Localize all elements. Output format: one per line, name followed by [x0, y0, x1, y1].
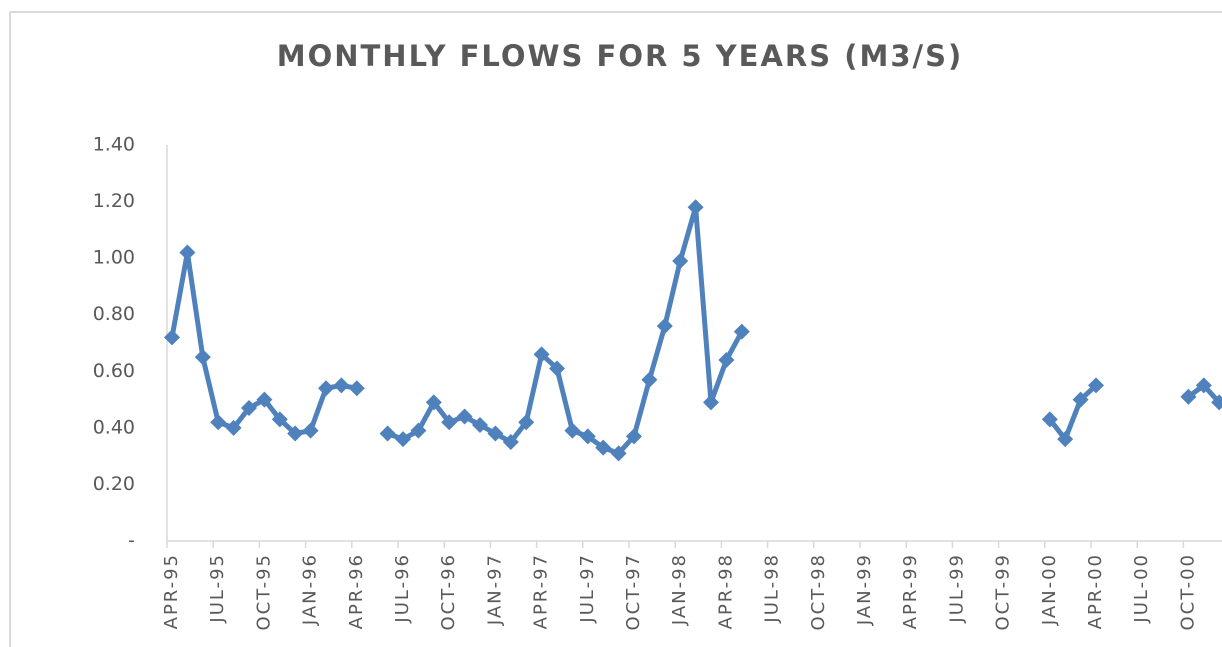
x-tick-label: OCT-95 — [253, 553, 274, 630]
x-tick-label: APR-96 — [346, 553, 367, 629]
y-tick-label: 1.20 — [93, 190, 135, 212]
marker — [194, 349, 211, 366]
marker — [687, 199, 704, 216]
marker — [425, 394, 442, 411]
x-tick-label: APR-98 — [715, 553, 736, 629]
marker — [287, 425, 304, 442]
marker — [718, 351, 735, 368]
marker — [456, 408, 473, 425]
marker — [441, 414, 458, 431]
x-tick-label: JUL-98 — [762, 553, 783, 624]
marker — [164, 329, 180, 346]
y-tick-label: 1.00 — [93, 247, 135, 269]
y-tick-label: 1.40 — [93, 134, 135, 156]
x-tick-label: OCT-98 — [808, 553, 829, 630]
marker — [533, 346, 550, 363]
marker — [703, 394, 719, 411]
marker — [179, 244, 196, 261]
y-tick-label: 0.80 — [93, 303, 135, 325]
x-tick-label: APR-00 — [1085, 553, 1106, 629]
series-line — [169, 204, 1222, 456]
marker — [518, 414, 535, 431]
x-tick-label: JUL-95 — [207, 553, 228, 624]
marker — [502, 434, 519, 450]
x-tick-label: OCT-99 — [993, 553, 1014, 630]
marker — [333, 377, 350, 394]
marker — [1057, 431, 1074, 448]
marker — [210, 414, 227, 431]
x-tick-label: JUL-96 — [392, 553, 413, 624]
marker — [1180, 388, 1197, 405]
marker — [641, 371, 658, 388]
marker — [595, 439, 612, 456]
marker — [672, 252, 689, 269]
x-tick-label: APR-99 — [900, 553, 921, 629]
marker — [410, 422, 427, 439]
marker — [1211, 394, 1222, 411]
marker — [379, 425, 396, 442]
marker — [1041, 411, 1058, 428]
x-tick-label: JUL-97 — [577, 553, 598, 624]
marker — [302, 422, 319, 439]
marker — [472, 417, 488, 434]
marker — [549, 360, 565, 377]
y-tick-label: 0.20 — [93, 473, 135, 495]
x-tick-label: JAN-99 — [854, 553, 875, 626]
x-tick-label: OCT-96 — [438, 553, 459, 630]
marker — [318, 380, 334, 397]
marker — [225, 419, 242, 436]
y-tick-label: 0.60 — [93, 360, 135, 382]
x-tick-label: JAN-98 — [669, 553, 690, 626]
marker — [256, 391, 273, 408]
y-tick-label: - — [128, 530, 135, 552]
x-tick-label: APR-97 — [531, 553, 552, 629]
x-tick-label: JAN-96 — [300, 553, 321, 626]
x-tick-label: JAN-00 — [1039, 553, 1060, 626]
marker — [1088, 377, 1104, 394]
marker — [626, 428, 642, 445]
marker — [271, 411, 288, 428]
marker — [1072, 391, 1089, 408]
x-tick-label: OCT-97 — [623, 553, 644, 630]
marker — [1195, 377, 1212, 394]
chart-title: MONTHLY FLOWS FOR 5 YEARS (M3/S) — [277, 39, 964, 73]
x-tick-label: JUL-00 — [1131, 553, 1152, 624]
y-tick-label: 0.40 — [93, 416, 135, 438]
marker — [241, 400, 257, 417]
x-tick-label: JAN-97 — [484, 553, 505, 626]
marker — [348, 380, 365, 397]
x-tick-label: APR-95 — [161, 553, 182, 629]
marker — [610, 445, 627, 462]
marker — [395, 431, 411, 448]
marker — [487, 425, 504, 442]
x-tick-label: OCT-00 — [1177, 553, 1198, 630]
marker — [579, 428, 596, 445]
x-tick-label: JUL-99 — [946, 553, 967, 624]
marker — [733, 323, 750, 340]
marker — [656, 318, 673, 335]
marker — [564, 422, 581, 439]
